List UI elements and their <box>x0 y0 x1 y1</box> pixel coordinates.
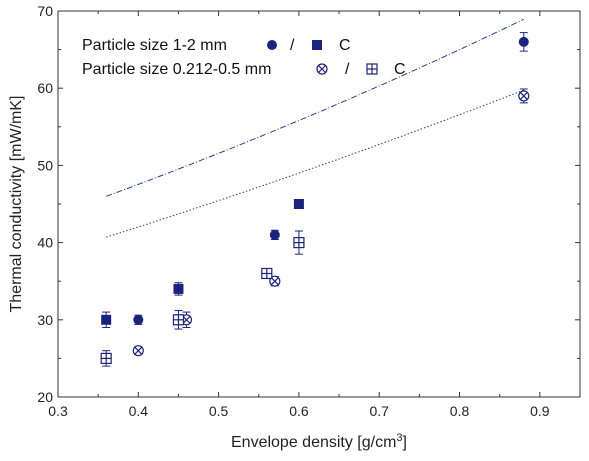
y-tick-label: 70 <box>37 3 53 19</box>
data-point-plus-square <box>261 267 273 280</box>
marker <box>173 283 184 294</box>
legend-marker-plus-square <box>366 63 378 75</box>
x-tick-label: 0.4 <box>129 403 149 419</box>
legend-entry-1: Particle size 1-2 mm / C <box>82 37 351 54</box>
data-point-crossed-circle <box>518 88 530 104</box>
marker-cross <box>182 315 191 324</box>
legend: Particle size 1-2 mm / C Particle size 0… <box>82 37 406 78</box>
marker <box>133 314 144 325</box>
y-tick-label: 20 <box>37 389 53 405</box>
data-point-plus-square <box>100 350 112 367</box>
data-point-filled-circle <box>518 32 529 52</box>
data-point-plus-square <box>293 230 305 255</box>
marker <box>518 36 529 47</box>
legend-label-2: Particle size 0.212-0.5 mm <box>82 61 271 78</box>
data-point-filled-square <box>173 282 184 296</box>
x-tick-label: 0.9 <box>530 403 550 419</box>
legend-label-1: Particle size 1-2 mm <box>82 37 227 54</box>
data-point-filled-square <box>293 199 304 209</box>
legend-suffix-2: C <box>394 61 406 78</box>
y-tick-label: 40 <box>37 235 53 251</box>
x-tick-label: 0.5 <box>209 403 229 419</box>
legend-suffix-1: C <box>339 37 351 54</box>
data-point-filled-circle <box>269 229 280 241</box>
fit-curves <box>106 18 525 238</box>
marker-cross <box>270 277 279 286</box>
data-point-crossed-circle <box>132 345 144 357</box>
x-tick-label: 0.3 <box>48 403 68 419</box>
legend-entry-2: Particle size 0.212-0.5 mm / C <box>82 61 406 78</box>
marker-cross <box>519 91 528 100</box>
marker-cross <box>134 346 143 355</box>
x-tick-label: 0.6 <box>289 403 309 419</box>
y-tick-label: 60 <box>37 80 53 96</box>
legend-marker-crossed-circle <box>316 63 328 75</box>
fit-curve-1 <box>106 18 525 197</box>
legend-marker-filled-circle <box>267 40 277 50</box>
legend-separator-2: / <box>345 61 350 78</box>
legend-separator-1: / <box>290 37 295 54</box>
y-axis-title: Thermal conductivity [mW/mK] <box>8 96 25 313</box>
data-points <box>100 32 530 367</box>
y-tick-label: 50 <box>37 157 53 173</box>
legend-marker-filled-square <box>312 40 322 50</box>
fit-curve-2 <box>106 89 524 238</box>
marker <box>293 199 304 209</box>
x-tick-label: 0.7 <box>369 403 389 419</box>
axis-ticks: 0.3 0.4 0.5 0.6 0.7 0.8 0.9 20 30 40 50 60 70 <box>37 3 580 419</box>
x-axis-title: Envelope density [g/cm3] <box>231 432 407 451</box>
marker <box>269 229 280 240</box>
x-tick-label: 0.8 <box>450 403 470 419</box>
y-tick-label: 30 <box>37 312 53 328</box>
data-point-plus-square <box>172 310 185 330</box>
data-point-filled-circle <box>133 314 144 325</box>
data-point-crossed-circle <box>269 275 281 287</box>
marker <box>101 314 112 325</box>
data-point-filled-square <box>101 311 112 329</box>
